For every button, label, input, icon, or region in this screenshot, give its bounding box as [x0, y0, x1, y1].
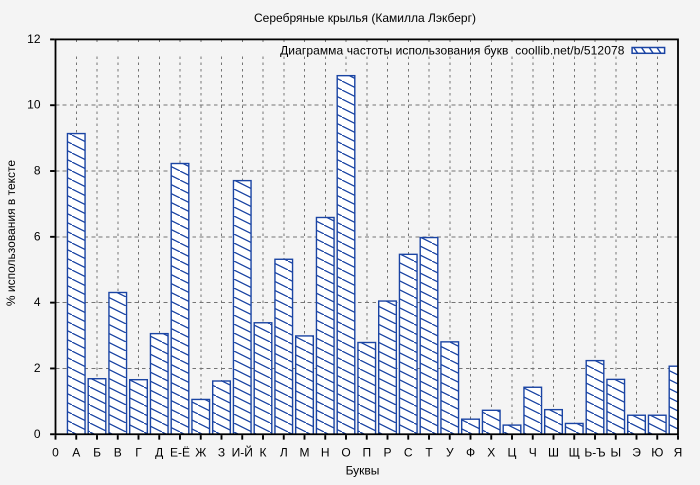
svg-text:У: У [446, 445, 454, 459]
svg-text:2: 2 [34, 361, 41, 375]
svg-text:Ш: Ш [548, 445, 559, 459]
svg-text:0: 0 [52, 445, 59, 459]
svg-text:Т: Т [425, 445, 433, 459]
svg-text:% использования в тексте: % использования в тексте [4, 160, 18, 306]
svg-text:Ф: Ф [466, 445, 475, 459]
svg-text:О: О [341, 445, 350, 459]
svg-text:Ю: Ю [651, 445, 663, 459]
svg-text:Е-Ё: Е-Ё [170, 445, 190, 459]
svg-text:З: З [218, 445, 225, 459]
svg-text:Д: Д [155, 445, 163, 459]
svg-text:Э: Э [632, 445, 641, 459]
svg-text:10: 10 [27, 98, 41, 112]
svg-text:6: 6 [34, 229, 41, 243]
svg-text:В: В [114, 445, 122, 459]
svg-text:Я: Я [674, 445, 683, 459]
svg-text:Серебряные крылья (Камилла Лэк: Серебряные крылья (Камилла Лэкберг) [254, 11, 476, 25]
svg-text:И-Й: И-Й [232, 444, 253, 459]
svg-text:Ь-Ъ: Ь-Ъ [584, 445, 605, 459]
svg-text:4: 4 [34, 295, 41, 309]
svg-text:Ж: Ж [195, 445, 206, 459]
svg-text:Ц: Ц [508, 445, 517, 459]
svg-text:С: С [404, 445, 413, 459]
svg-text:12: 12 [27, 32, 41, 46]
svg-text:П: П [362, 445, 371, 459]
svg-text:К: К [260, 445, 267, 459]
svg-text:Ч: Ч [529, 445, 537, 459]
svg-text:Х: Х [487, 445, 495, 459]
svg-text:М: М [300, 445, 310, 459]
svg-text:Б: Б [93, 445, 101, 459]
svg-text:Буквы: Буквы [346, 464, 380, 478]
svg-text:Г: Г [135, 445, 142, 459]
svg-text:0: 0 [34, 427, 41, 441]
svg-text:А: А [72, 445, 80, 459]
svg-text:Диаграмма частоты использовани: Диаграмма частоты использования букв coo… [280, 43, 625, 57]
svg-text:Н: Н [321, 445, 330, 459]
svg-text:Щ: Щ [569, 445, 580, 459]
svg-text:Л: Л [280, 445, 288, 459]
svg-text:Р: Р [383, 445, 391, 459]
svg-text:8: 8 [34, 164, 41, 178]
svg-text:Ы: Ы [610, 445, 621, 459]
